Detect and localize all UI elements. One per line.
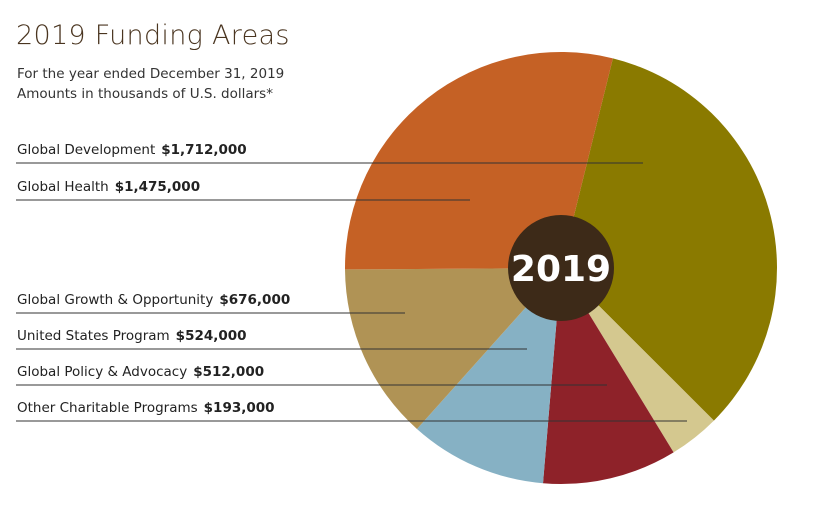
legend-label: Global Health $1,475,000 xyxy=(17,179,200,195)
pie-slice-united-states-program xyxy=(416,268,561,484)
legend-value: $512,000 xyxy=(193,364,265,380)
legend-value: $193,000 xyxy=(203,400,275,416)
legend-name: Other Charitable Programs xyxy=(17,400,198,416)
legend-label: Global Development $1,712,000 xyxy=(17,142,247,158)
pie-slice-other-charitable-programs xyxy=(561,268,714,453)
pie-slice-global-development xyxy=(561,58,777,421)
center-year-label: 2019 xyxy=(511,249,611,290)
legend-value: $1,475,000 xyxy=(114,179,201,195)
pie-slice-global-growth-opportunity xyxy=(345,268,561,429)
legend-name: Global Health xyxy=(17,179,109,195)
pie-slice-global-health xyxy=(345,51,613,270)
chart-title: 2019 Funding Areas xyxy=(16,20,290,51)
pie-slice-global-policy-advocacy xyxy=(543,268,674,485)
legend-name: Global Growth & Opportunity xyxy=(17,292,214,308)
legend-name: Global Development xyxy=(17,142,156,158)
legend-value: $1,712,000 xyxy=(161,142,247,158)
legend-label: Other Charitable Programs $193,000 xyxy=(17,400,275,416)
legend-label: Global Growth & Opportunity $676,000 xyxy=(17,292,290,308)
subtitle-units: Amounts in thousands of U.S. dollars* xyxy=(17,86,273,102)
subtitle-year: For the year ended December 31, 2019 xyxy=(17,66,285,82)
legend-name: Global Policy & Advocacy xyxy=(17,364,188,380)
legend-name: United States Program xyxy=(17,328,170,344)
center-circle xyxy=(508,215,614,321)
legend-value: $676,000 xyxy=(219,292,291,308)
legend-label: Global Policy & Advocacy $512,000 xyxy=(17,364,264,380)
legend-value: $524,000 xyxy=(175,328,247,344)
legend-label: United States Program $524,000 xyxy=(17,328,247,344)
